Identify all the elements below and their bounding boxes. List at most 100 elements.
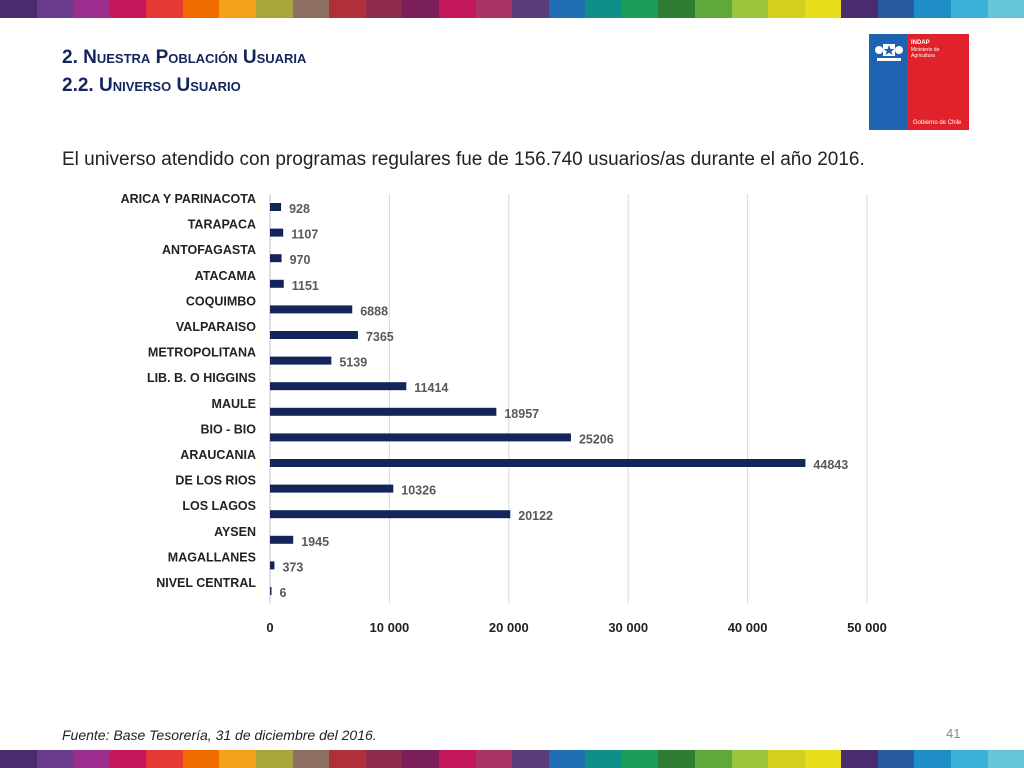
stripe-segment — [256, 0, 293, 18]
stripe-segment — [146, 750, 183, 768]
bar — [270, 382, 407, 391]
stripe-segment — [402, 750, 439, 768]
stripe-segment — [365, 0, 403, 18]
stripe-segment — [621, 750, 659, 768]
gobierno-de-chile-logo: INDAP Ministerio de Agricultura Gobierno… — [869, 34, 969, 130]
stripe-segment — [768, 750, 805, 768]
stripe-segment — [768, 0, 805, 18]
category-label: VALPARAISO — [176, 320, 256, 334]
x-tick-label: 10 000 — [370, 620, 410, 635]
bar — [270, 459, 806, 467]
stripe-segment — [292, 750, 330, 768]
title-line-1: 2. Nuestra Población Usuaria — [62, 47, 307, 68]
stripe-segment — [731, 0, 769, 18]
top-color-stripe — [0, 0, 1024, 18]
data-label: 928 — [289, 202, 310, 216]
category-label: BIO - BIO — [200, 422, 256, 436]
stripe-segment — [987, 0, 1024, 18]
stripe-segment — [256, 750, 293, 768]
data-label: 25206 — [579, 432, 614, 446]
stripe-segment — [658, 750, 695, 768]
category-label: COQUIMBO — [186, 294, 256, 308]
data-label: 10326 — [401, 484, 436, 498]
stripe-segment — [0, 750, 37, 768]
category-label: LOS LAGOS — [182, 499, 256, 513]
stripe-segment — [585, 0, 622, 18]
stripe-segment — [438, 0, 476, 18]
x-tick-label: 0 — [266, 620, 273, 635]
bar — [270, 254, 282, 263]
category-label: LIB. B. O HIGGINS — [147, 371, 256, 385]
data-label: 970 — [290, 253, 311, 267]
data-label: 6 — [280, 586, 287, 600]
stripe-segment — [438, 750, 476, 768]
stripe-segment — [475, 750, 513, 768]
bar — [270, 228, 284, 237]
data-label: 44843 — [813, 458, 848, 472]
stripe-segment — [0, 0, 37, 18]
stripe-segment — [36, 0, 74, 18]
stripe-segment — [731, 750, 769, 768]
data-label: 6888 — [360, 304, 388, 318]
category-label: DE LOS RIOS — [175, 474, 256, 488]
bar — [270, 510, 511, 519]
slide-title: 2. Nuestra Población Usuaria 2.2. Univer… — [62, 44, 306, 100]
stripe-segment — [402, 0, 439, 18]
stripe-segment — [73, 0, 110, 18]
stripe-segment — [329, 0, 366, 18]
stripe-segment — [804, 0, 842, 18]
category-label: MAGALLANES — [168, 550, 256, 564]
stripe-segment — [182, 750, 220, 768]
category-label: ARAUCANIA — [180, 448, 256, 462]
bottom-color-stripe — [0, 750, 1024, 768]
stripe-segment — [694, 0, 732, 18]
stripe-segment — [621, 0, 659, 18]
title-line-2: 2.2. Universo Usuario — [62, 75, 241, 96]
stripe-segment — [73, 750, 110, 768]
data-label: 5139 — [339, 356, 367, 370]
category-label: MAULE — [212, 397, 256, 411]
stripe-segment — [512, 0, 549, 18]
stripe-segment — [548, 750, 586, 768]
stripe-segment — [219, 0, 257, 18]
data-label: 18957 — [504, 407, 539, 421]
stripe-segment — [951, 750, 988, 768]
logo-government: Gobierno de Chile — [913, 120, 962, 126]
data-label: 1945 — [301, 535, 329, 549]
category-label: ARICA Y PARINACOTA — [121, 192, 256, 206]
category-label: NIVEL CENTRAL — [156, 576, 256, 590]
summary-text: El universo atendido con programas regul… — [62, 149, 865, 170]
stripe-segment — [512, 750, 549, 768]
stripe-segment — [804, 750, 842, 768]
stripe-segment — [841, 0, 878, 18]
stripe-segment — [109, 750, 147, 768]
stripe-segment — [877, 750, 915, 768]
x-tick-label: 40 000 — [728, 620, 768, 635]
stripe-segment — [987, 750, 1024, 768]
stripe-segment — [658, 0, 695, 18]
data-label: 7365 — [366, 330, 394, 344]
data-label: 11414 — [414, 381, 448, 395]
bar — [270, 407, 497, 416]
source-note: Fuente: Base Tesorería, 31 de diciembre … — [62, 727, 377, 743]
bar — [270, 305, 353, 314]
category-label: ANTOFAGASTA — [162, 243, 256, 257]
coat-of-arms-icon — [875, 44, 903, 61]
logo-ministry: Ministerio de Agricultura — [911, 47, 940, 59]
stripe-segment — [36, 750, 74, 768]
stripe-segment — [548, 0, 586, 18]
page-number: 41 — [946, 726, 961, 741]
stripe-segment — [877, 0, 915, 18]
bar — [270, 535, 294, 544]
bar — [270, 484, 394, 493]
stripe-segment — [914, 750, 952, 768]
bar — [270, 203, 282, 211]
category-label: TARAPACA — [188, 218, 256, 232]
category-label: ATACAMA — [195, 269, 256, 283]
x-tick-label: 30 000 — [608, 620, 648, 635]
data-label: 1107 — [291, 228, 318, 242]
bar — [270, 561, 275, 570]
stripe-segment — [841, 750, 878, 768]
stripe-segment — [475, 0, 513, 18]
